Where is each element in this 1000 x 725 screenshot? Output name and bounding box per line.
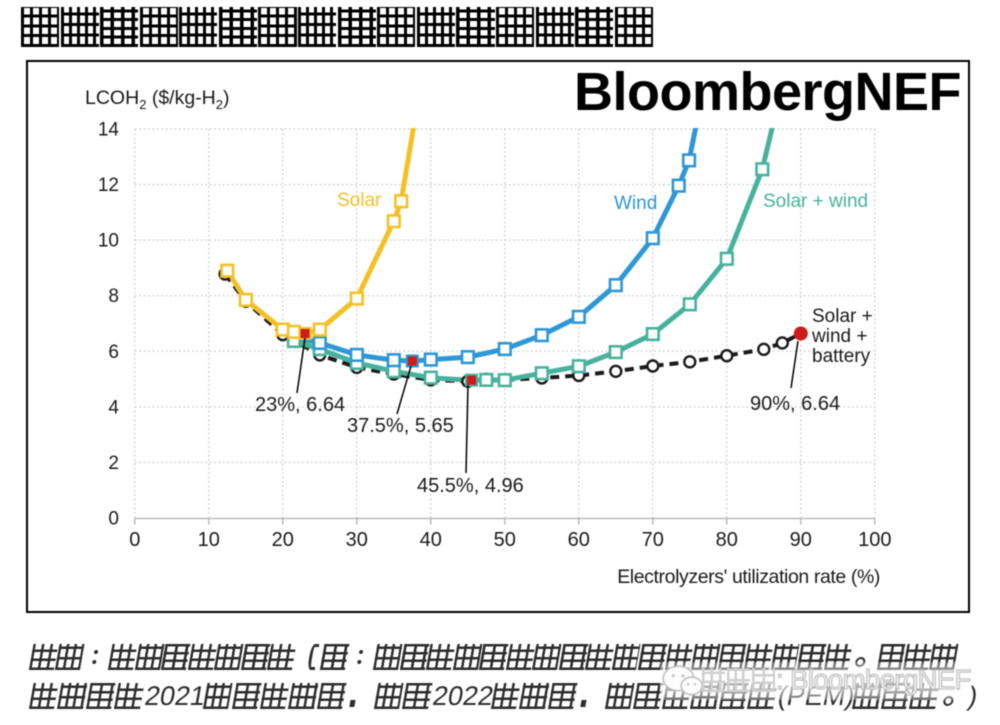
svg-text:80: 80: [716, 529, 738, 551]
svg-text:40: 40: [420, 529, 442, 551]
svg-text:10: 10: [198, 529, 220, 551]
svg-text:90: 90: [790, 529, 812, 551]
svg-text:6: 6: [108, 342, 119, 363]
svg-text:0: 0: [108, 509, 119, 530]
svg-text:Wind: Wind: [614, 193, 657, 214]
svg-text:50: 50: [494, 529, 516, 551]
svg-text:37.5%, 5.65: 37.5%, 5.65: [347, 415, 454, 437]
svg-text:8: 8: [108, 286, 119, 307]
svg-text:60: 60: [568, 529, 590, 551]
svg-text:12: 12: [98, 175, 119, 196]
svg-text:Solar +: Solar +: [812, 306, 873, 327]
svg-text:100: 100: [858, 529, 891, 551]
svg-text:20: 20: [272, 529, 294, 551]
svg-text:0: 0: [129, 529, 140, 551]
svg-text:45.5%, 4.96: 45.5%, 4.96: [417, 475, 524, 497]
svg-text:23%, 6.64: 23%, 6.64: [255, 394, 345, 416]
svg-text:4: 4: [108, 397, 119, 418]
svg-text:90%, 6.64: 90%, 6.64: [750, 393, 840, 415]
svg-text:wind +: wind +: [811, 326, 867, 347]
svg-text:14: 14: [98, 119, 120, 140]
svg-text:70: 70: [642, 529, 664, 551]
svg-text:10: 10: [98, 231, 119, 252]
svg-text:battery: battery: [812, 346, 871, 367]
svg-text:2: 2: [108, 453, 119, 474]
svg-text:Solar + wind: Solar + wind: [763, 191, 868, 212]
svg-text:Electrolyzers' utilization rat: Electrolyzers' utilization rate (%): [617, 566, 880, 588]
svg-text:Solar: Solar: [337, 190, 382, 211]
svg-text:30: 30: [346, 529, 368, 551]
